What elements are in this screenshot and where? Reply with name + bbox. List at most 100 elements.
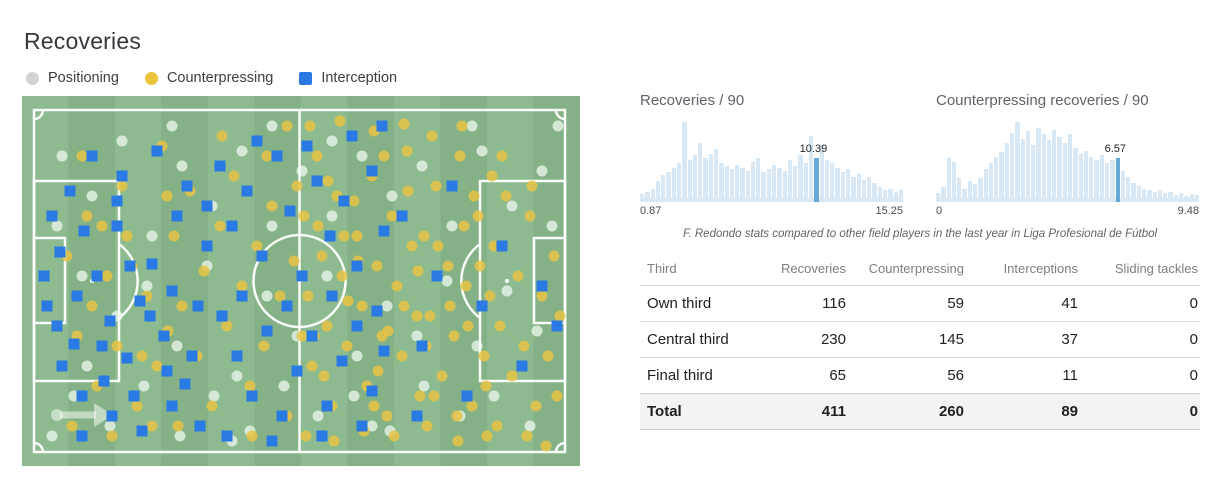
counterpressing-marker [298,210,310,222]
table-header-third: Third [647,261,677,276]
histogram-bar [1194,194,1200,202]
counterpressing-marker [121,230,133,242]
histogram-bar [845,169,851,202]
counterpressing-marker [296,330,308,342]
pitch-svg [22,96,580,466]
counterpressing-marker [198,265,210,277]
histogram-bar [1157,190,1163,202]
histogram-bar [994,156,999,202]
histogram-bar [645,191,650,202]
counterpressing-marker [551,390,563,402]
counterpressing-marker [206,400,218,412]
histogram-bar [793,166,798,202]
histogram-bar [1120,170,1126,202]
positioning-marker [416,160,428,172]
counterpressing-marker [494,320,506,332]
counterpressing-marker [451,410,463,422]
counterpressing-marker [172,420,184,432]
positioning-marker [236,145,248,157]
interception-marker [146,258,158,270]
interception-marker [41,300,53,312]
interception-marker [351,260,363,272]
counterpressing-marker [334,115,346,127]
histogram-bar [1025,131,1031,202]
interception-marker [161,365,173,377]
histogram-bar [1036,128,1041,202]
histogram-bar [803,163,808,202]
counterpressing-marker [406,240,418,252]
interception-marker [226,220,238,232]
counterpressing-marker [348,195,360,207]
interception-marker [179,378,191,390]
counterpressing-marker [426,130,438,142]
interception-marker [201,200,213,212]
legend-item-interception: Interception [299,70,397,86]
counterpressing-marker [306,360,318,372]
counterpressing-marker [444,300,456,312]
histogram-bar [1009,132,1015,202]
interception-marker [128,390,140,402]
histogram-bar [1105,163,1110,202]
interception-marker [446,180,458,192]
histogram-bar [772,164,777,202]
counterpressing-marker [526,180,538,192]
table-header-row: Third Recoveries Counterpressing Intercepti… [640,255,1200,286]
table-row: Central third 230 145 37 0 [640,321,1200,358]
interception-marker [256,250,268,262]
interception-marker [56,360,68,372]
counterpressing-marker [418,230,430,242]
interception-marker [46,210,58,222]
counterpressing-marker [542,350,554,362]
histogram-bar [835,167,840,202]
histogram-bar [1173,194,1178,202]
highlight-value-label: 10.39 [799,143,828,156]
positioning-marker [471,340,483,352]
counterpressing-marker [372,365,384,377]
counterpressing-marker [386,210,398,222]
histogram-highlight-bar [814,158,819,202]
positioning-marker [171,340,183,352]
interception-marker [306,330,318,342]
positioning-marker [266,220,278,232]
histogram-bar [740,167,745,202]
histogram-bar [766,169,772,202]
value-cell: 41 [966,285,1080,322]
positioning-marker [312,410,324,422]
table-row: Final third 65 56 11 0 [640,357,1200,394]
positioning-marker [418,380,430,392]
interception-marker [136,425,148,437]
positioning-marker [356,150,368,162]
counterpressing-marker [536,290,548,302]
histogram-bar [872,182,877,202]
positioning-marker [552,120,564,132]
row-label-cell: Own third [640,285,760,322]
interception-marker [76,430,88,442]
histogram-bar [750,161,756,202]
counterpressing-marker [321,320,333,332]
counterpressing-marker [456,120,468,132]
value-cell: 0 [1080,357,1200,394]
histogram-bar [761,172,766,202]
value-cell: 0 [1080,321,1200,358]
interception-marker [296,270,308,282]
histogram-title: Counterpressing recoveries / 90 [936,92,1149,109]
interception-marker [266,435,278,447]
table-total-row: Total 411 260 89 0 [640,393,1200,430]
counterpressing-marker [454,150,466,162]
counterpressing-marker [412,265,424,277]
pitch-markers [38,115,566,452]
histogram-baseline [640,198,903,202]
counterpressing-marker [524,210,536,222]
counterpressing-marker [351,230,363,242]
counterpressing-marker [396,350,408,362]
positioning-marker [326,210,338,222]
counterpressing-marker [101,270,113,282]
legend-item-label: Positioning [48,70,119,86]
positioning-marker [531,325,543,337]
thirds-stats-table: Third Recoveries Counterpressing Intercepti… [640,255,1200,430]
pitch-stripe [487,96,534,466]
histogram-bar [703,158,708,202]
table-header-sliding-tackles: Sliding tackles [1114,261,1198,276]
counterpressing-marker [161,190,173,202]
